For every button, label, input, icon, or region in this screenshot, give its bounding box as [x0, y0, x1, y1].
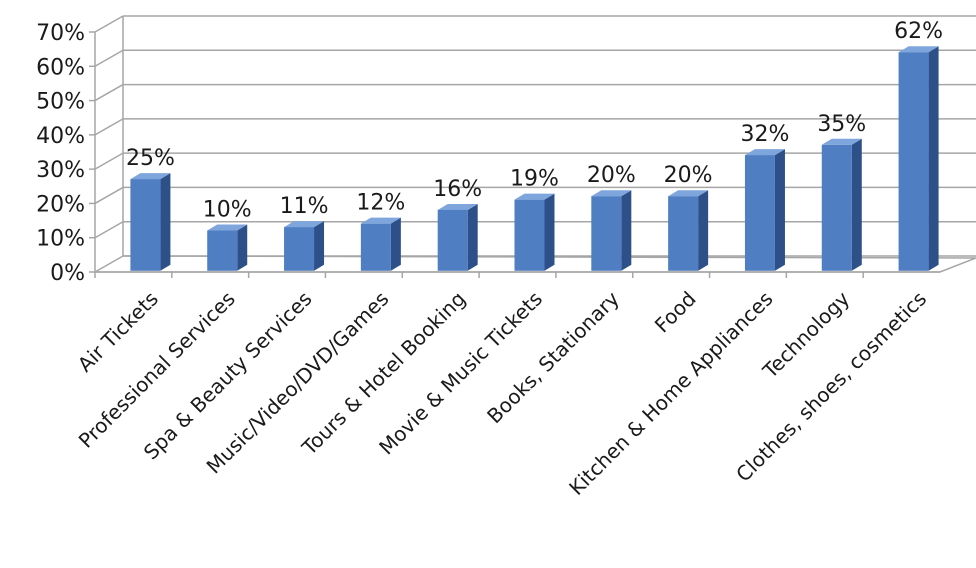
data-label: 20% [587, 163, 636, 188]
bar-top [284, 221, 325, 228]
bar [821, 144, 852, 271]
bar [744, 155, 775, 271]
bar-top [514, 193, 555, 200]
bar-side [237, 224, 248, 271]
bar [360, 223, 391, 271]
bar [898, 52, 929, 271]
axes [89, 16, 940, 278]
bar-top [668, 190, 709, 197]
bar [437, 209, 468, 271]
y-tick-label: 20% [36, 192, 85, 217]
bar [514, 199, 545, 271]
bar [591, 196, 622, 271]
bars [130, 46, 939, 271]
bar [668, 196, 699, 271]
bar-top [207, 224, 248, 231]
gridline-depth [94, 15, 124, 33]
data-label: 10% [203, 198, 252, 223]
bar [130, 179, 161, 271]
bar [207, 230, 238, 271]
bar-top [898, 46, 939, 53]
y-tick-label: 50% [36, 90, 85, 115]
y-tick-label: 40% [36, 124, 85, 149]
data-label: 62% [894, 19, 943, 44]
bar-top [821, 138, 862, 145]
gridline-depth [94, 118, 124, 136]
bar-side [774, 149, 785, 271]
bar-top [130, 173, 171, 180]
y-tick-label: 0% [50, 261, 85, 286]
gridline-depth [94, 152, 124, 170]
bar-top [360, 217, 401, 224]
y-tick-label: 70% [36, 21, 85, 46]
data-label: 25% [126, 146, 175, 171]
bar-side [544, 193, 555, 271]
data-label: 35% [817, 112, 866, 137]
gridline-depth [94, 221, 124, 239]
data-label: 32% [741, 122, 790, 147]
x-tick-label: Food [650, 287, 701, 338]
bar-side [928, 46, 939, 271]
data-label: 12% [356, 191, 405, 216]
data-label: 11% [280, 194, 329, 219]
bar-side [314, 221, 325, 271]
bar-side [160, 173, 171, 271]
bar-side [851, 138, 862, 271]
x-tick-label: Books, Stationary [482, 286, 624, 428]
y-axis-tick-labels: 0% 10% 20% 30% 40% 50% 60% 70% [36, 21, 85, 286]
y-tick-label: 30% [36, 158, 85, 183]
bar-side [621, 190, 632, 271]
gridline-depth [94, 186, 124, 205]
bar-top [437, 203, 478, 210]
gridlines [94, 15, 976, 273]
bar [284, 227, 315, 271]
bar-top [591, 190, 632, 197]
bar-top [744, 149, 785, 156]
data-label: 16% [433, 177, 482, 202]
bar-side [467, 203, 478, 271]
gridline-depth [94, 83, 124, 102]
bar-side [698, 190, 709, 271]
gridline-depth [94, 255, 124, 273]
data-labels: 25% 10% 11% 12% 16% 19% 20% 20% 32% 35% 62% [126, 19, 943, 222]
bar-side [390, 217, 401, 271]
x-tick-label: Professional Services [74, 287, 240, 453]
y-tick-label: 10% [36, 227, 85, 252]
y-tick-label: 60% [36, 55, 85, 80]
data-label: 19% [510, 167, 559, 192]
data-label: 20% [664, 163, 713, 188]
gridline-depth [94, 49, 124, 67]
